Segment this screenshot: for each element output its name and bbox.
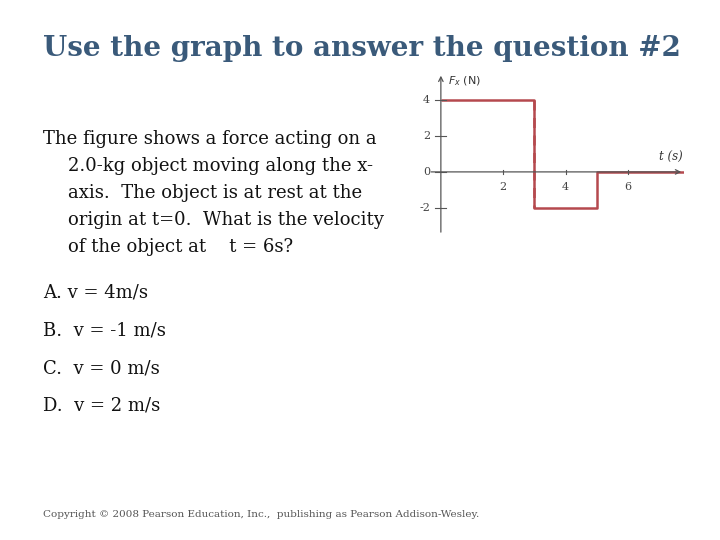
Text: D.  v = 2 m/s: D. v = 2 m/s	[43, 397, 161, 415]
Text: -2: -2	[419, 203, 430, 213]
Text: 4: 4	[562, 182, 569, 192]
Text: axis.  The object is at rest at the: axis. The object is at rest at the	[68, 184, 363, 201]
Text: Copyright © 2008 Pearson Education, Inc.,  publishing as Pearson Addison-Wesley.: Copyright © 2008 Pearson Education, Inc.…	[43, 510, 480, 519]
Text: 2: 2	[423, 131, 430, 141]
Text: C.  v = 0 m/s: C. v = 0 m/s	[43, 359, 160, 377]
Text: Use the graph to answer the question #2: Use the graph to answer the question #2	[43, 35, 681, 62]
Text: of the object at    t = 6s?: of the object at t = 6s?	[68, 238, 294, 255]
Text: The figure shows a force acting on a: The figure shows a force acting on a	[43, 130, 377, 147]
Text: origin at t=0.  What is the velocity: origin at t=0. What is the velocity	[68, 211, 384, 228]
Text: t (s): t (s)	[659, 151, 683, 164]
Text: B.  v = -1 m/s: B. v = -1 m/s	[43, 321, 166, 339]
Text: 4: 4	[423, 95, 430, 105]
Text: 6: 6	[624, 182, 631, 192]
Text: 0: 0	[423, 167, 430, 177]
Text: 2: 2	[500, 182, 507, 192]
Text: A. v = 4m/s: A. v = 4m/s	[43, 284, 148, 301]
Text: $F_x$ (N): $F_x$ (N)	[448, 75, 481, 89]
Text: 2.0-kg object moving along the x-: 2.0-kg object moving along the x-	[68, 157, 374, 174]
